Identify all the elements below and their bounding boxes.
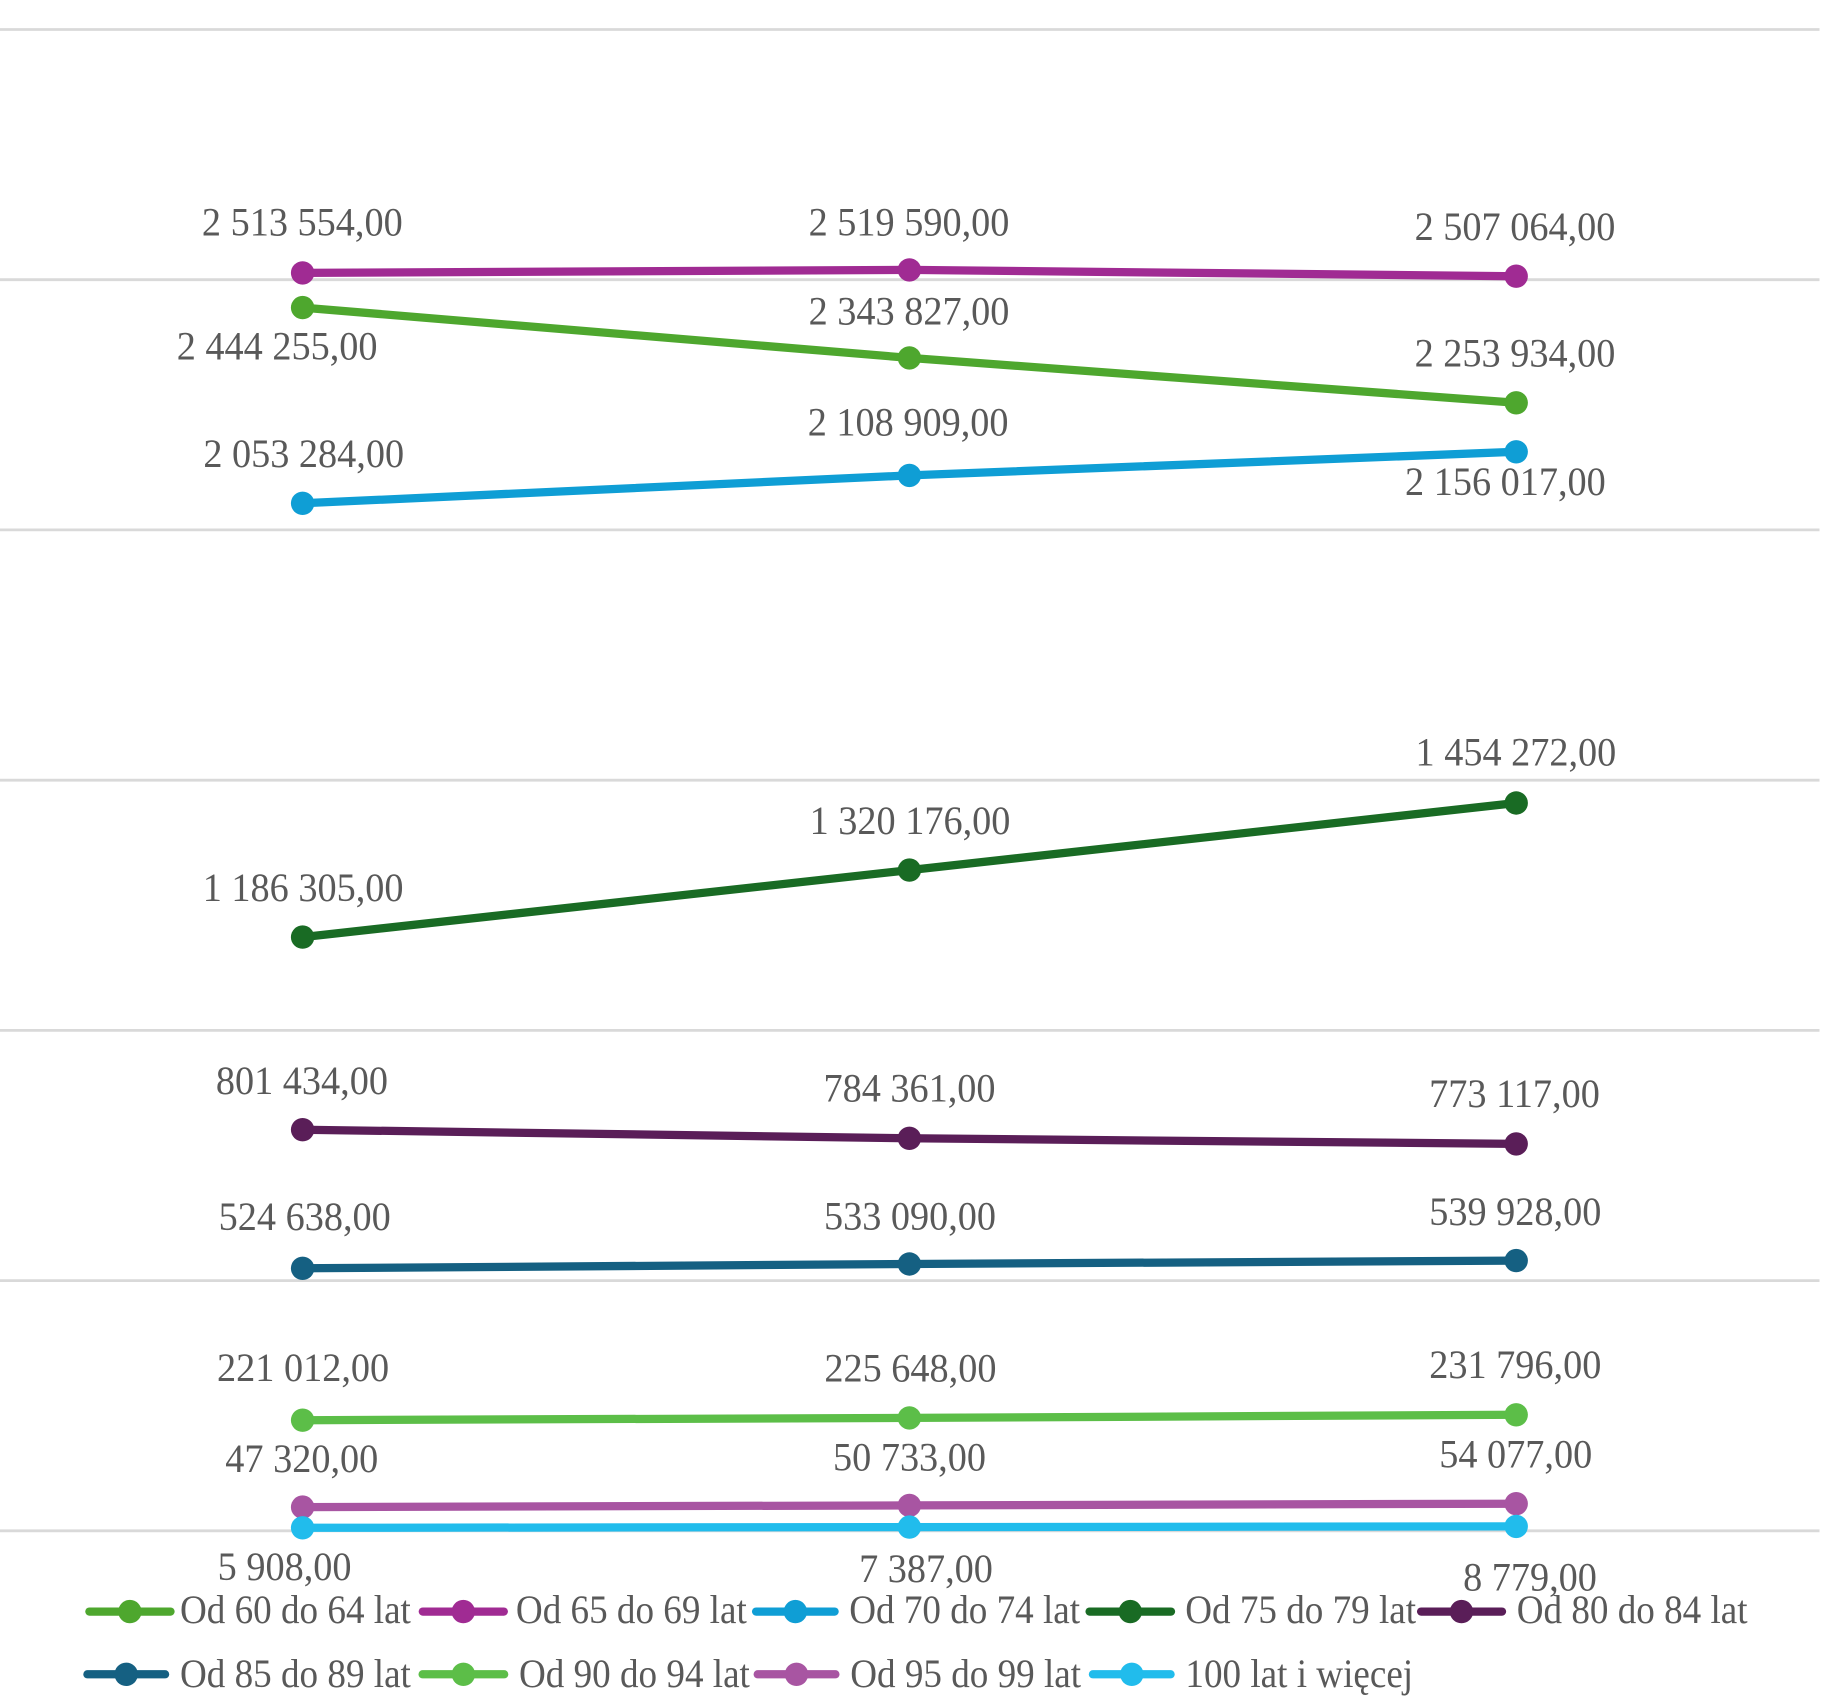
- svg-text:773 117,00: 773 117,00: [1429, 1071, 1600, 1116]
- svg-text:Od 60 do 64 lat: Od 60 do 64 lat: [180, 1587, 411, 1632]
- svg-text:Od 80 do 84 lat: Od 80 do 84 lat: [1517, 1587, 1748, 1632]
- svg-text:533 090,00: 533 090,00: [824, 1193, 996, 1238]
- svg-text:539 928,00: 539 928,00: [1429, 1189, 1601, 1234]
- svg-text:1 320 176,00: 1 320 176,00: [810, 798, 1011, 843]
- svg-text:2 507 064,00: 2 507 064,00: [1415, 204, 1616, 249]
- svg-text:50 733,00: 50 733,00: [833, 1435, 986, 1480]
- svg-text:Od 95 do 99 lat: Od 95 do 99 lat: [850, 1651, 1081, 1696]
- svg-text:2 513 554,00: 2 513 554,00: [202, 200, 403, 245]
- svg-text:2 343 827,00: 2 343 827,00: [809, 288, 1010, 333]
- svg-text:2 108 909,00: 2 108 909,00: [808, 399, 1009, 444]
- svg-text:100 lat i więcej: 100 lat i więcej: [1185, 1651, 1413, 1696]
- svg-text:231 796,00: 231 796,00: [1429, 1342, 1601, 1387]
- svg-text:2 444 255,00: 2 444 255,00: [177, 323, 378, 368]
- svg-text:524 638,00: 524 638,00: [219, 1194, 391, 1239]
- svg-text:1 186 305,00: 1 186 305,00: [203, 865, 404, 910]
- svg-text:7 387,00: 7 387,00: [859, 1546, 993, 1591]
- svg-text:54 077,00: 54 077,00: [1439, 1431, 1592, 1476]
- svg-text:2 519 590,00: 2 519 590,00: [809, 199, 1010, 244]
- svg-text:1 454 272,00: 1 454 272,00: [1416, 730, 1617, 775]
- svg-text:801 434,00: 801 434,00: [216, 1058, 388, 1103]
- svg-text:Od 85 do 89 lat: Od 85 do 89 lat: [180, 1651, 411, 1696]
- svg-text:Od 65 do 69 lat: Od 65 do 69 lat: [516, 1587, 747, 1632]
- svg-text:225 648,00: 225 648,00: [824, 1345, 996, 1390]
- svg-text:2 253 934,00: 2 253 934,00: [1415, 330, 1616, 375]
- svg-text:2 053 284,00: 2 053 284,00: [203, 431, 404, 476]
- svg-text:Od 75 do 79 lat: Od 75 do 79 lat: [1185, 1587, 1416, 1632]
- svg-text:2 156 017,00: 2 156 017,00: [1405, 459, 1606, 504]
- svg-text:8 779,00: 8 779,00: [1463, 1555, 1597, 1600]
- svg-text:Od 70 do 74 lat: Od 70 do 74 lat: [849, 1587, 1080, 1632]
- svg-text:221 012,00: 221 012,00: [217, 1345, 389, 1390]
- svg-text:47 320,00: 47 320,00: [225, 1436, 378, 1481]
- svg-text:Od 90 do 94 lat: Od 90 do 94 lat: [519, 1651, 750, 1696]
- svg-text:784 361,00: 784 361,00: [823, 1066, 995, 1111]
- svg-text:5 908,00: 5 908,00: [218, 1544, 352, 1589]
